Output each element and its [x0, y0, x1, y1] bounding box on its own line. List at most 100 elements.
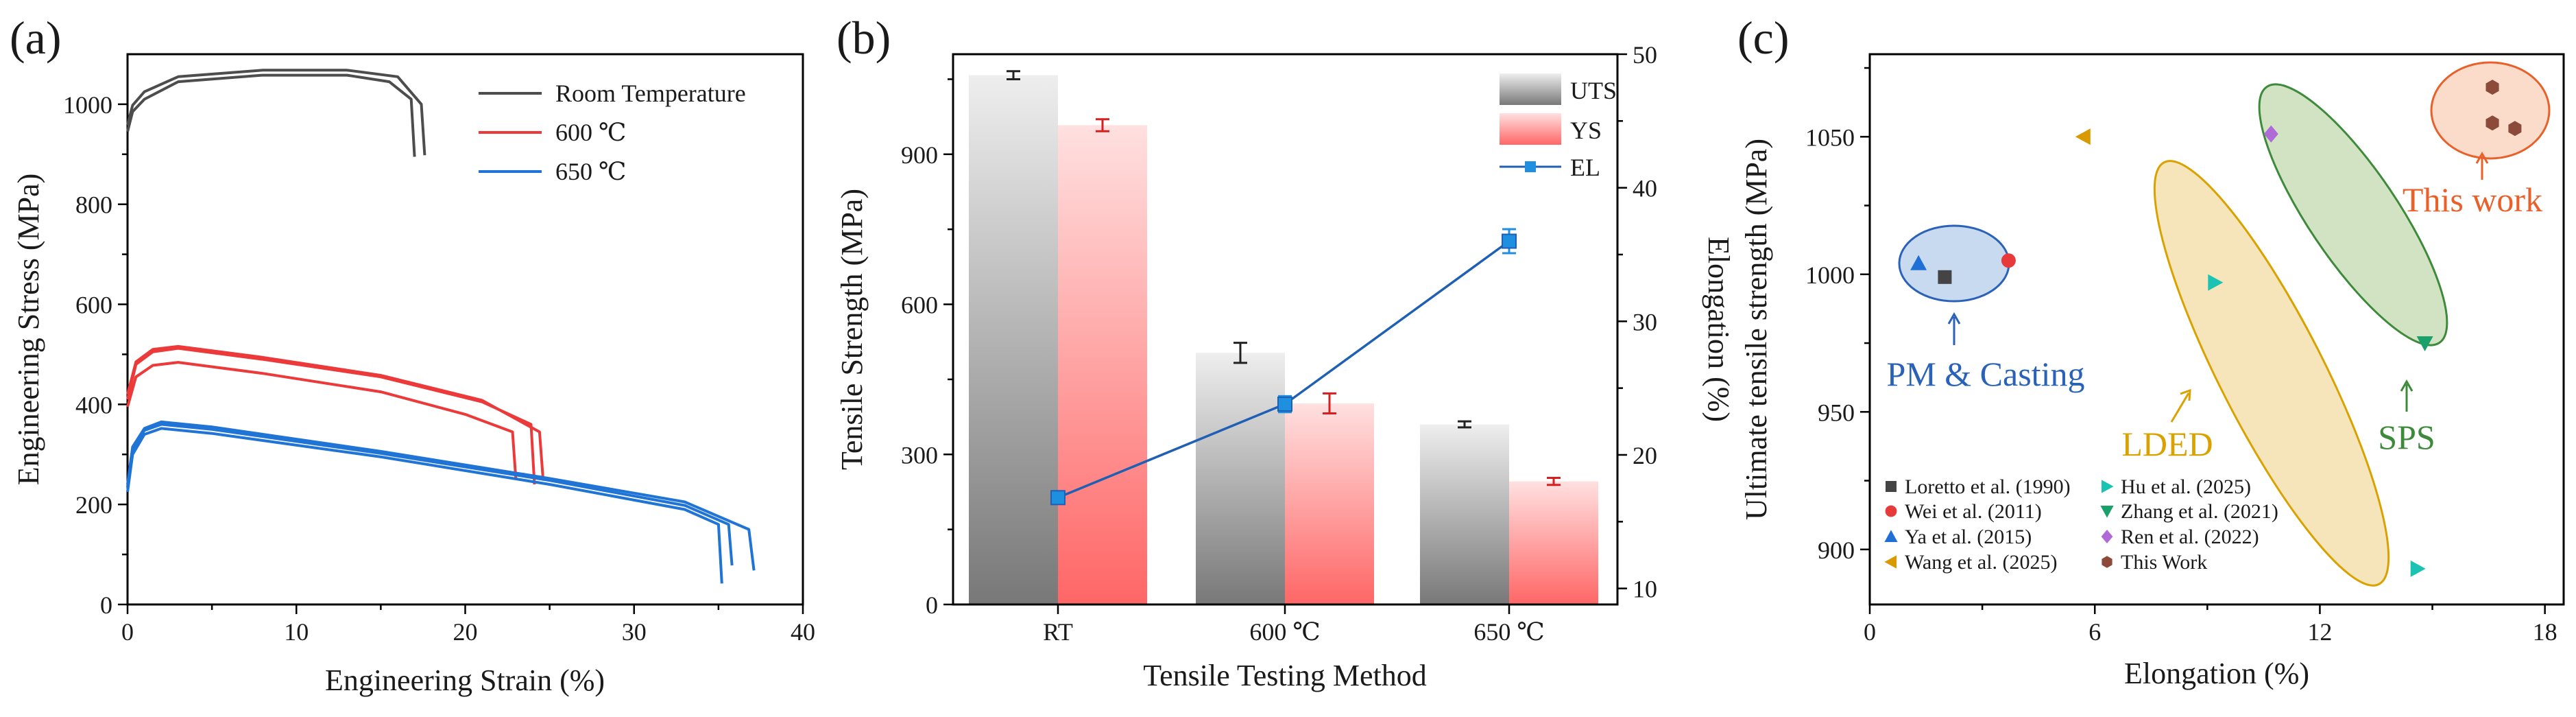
- legend-marker: [2100, 506, 2114, 518]
- x-tick-label: RT: [1043, 618, 1073, 646]
- legend-marker: [1886, 481, 1897, 492]
- data-point: [2410, 560, 2426, 577]
- y2-tick-label: 40: [1633, 175, 1657, 202]
- legend-label-room: Room Temperature: [555, 80, 746, 107]
- panel-b-label: (b): [836, 12, 891, 64]
- el-point: [1277, 397, 1292, 412]
- stress-strain-curve: [126, 361, 518, 480]
- group-ellipse-sps: [2258, 83, 2448, 346]
- y-tick-label: 0: [926, 591, 938, 619]
- y-tick-label: 200: [75, 491, 112, 519]
- stress-strain-curve: [126, 427, 723, 584]
- panel-a-label: (a): [10, 12, 61, 64]
- panel-c: (c) 0 6 12 18 900 950 1000 1050 Elongation (%)…: [1737, 12, 2565, 690]
- panel-b-y2label: Elongation (%): [1702, 237, 1735, 422]
- uts-bar: [1420, 424, 1509, 604]
- y-tick-label: 600: [75, 292, 112, 319]
- legend-marker: [2102, 480, 2114, 493]
- x-tick-label: 12: [2307, 618, 2332, 646]
- legend-label: Loretto et al. (1990): [1905, 475, 2071, 498]
- x-tick-label: 20: [453, 618, 478, 646]
- y2-tick-label: 20: [1633, 442, 1657, 469]
- stress-strain-curve: [126, 420, 756, 571]
- legend-label: Wei et al. (2011): [1905, 500, 2042, 523]
- x-tick-label: 0: [121, 618, 134, 646]
- legend-marker: [2102, 556, 2112, 568]
- y-tick-label: 400: [75, 391, 112, 419]
- x-tick-label: 6: [2089, 618, 2101, 646]
- x-tick-label: 650 ℃: [1473, 618, 1544, 646]
- y2-tick-label: 50: [1633, 41, 1657, 69]
- data-point: [2485, 80, 2499, 95]
- legend-marker: [1884, 555, 1897, 569]
- panel-c-frame: [1868, 53, 2565, 606]
- y-tick-label: 0: [100, 591, 112, 619]
- legend-marker: [1884, 530, 1898, 542]
- panel-a-xlabel: Engineering Strain (%): [325, 663, 605, 697]
- panel-a-ylabel: Engineering Stress (MPa): [12, 174, 45, 486]
- panel-c-xlabel: Elongation (%): [2124, 657, 2309, 690]
- ys-bar: [1509, 481, 1598, 604]
- legend-swatch-uts: [1500, 73, 1561, 105]
- panel-a: (a) 0 10 20 30 40 0 200 400 600 800 1000 Engineer…: [10, 12, 815, 697]
- y-tick-label: 800: [75, 191, 112, 219]
- y2-tick-label: 30: [1633, 308, 1657, 336]
- data-point: [1910, 255, 1927, 270]
- y-tick-label: 1050: [1805, 124, 1855, 151]
- panel-c-legend: Loretto et al. (1990)Wei et al. (2011) Ya…: [1884, 475, 2278, 574]
- ys-bar: [1058, 125, 1147, 605]
- legend-label-ys: YS: [1570, 117, 1602, 144]
- legend-label: Hu et al. (2025): [2121, 475, 2251, 498]
- el-point: [1050, 490, 1066, 506]
- y-tick-label: 600: [901, 292, 938, 319]
- panel-a-frame: [126, 53, 804, 606]
- legend-label: Ren et al. (2022): [2121, 526, 2259, 548]
- annotation-lded: LDED: [2121, 425, 2213, 463]
- y-tick-label: 900: [1818, 537, 1855, 564]
- x-tick-label: 18: [2533, 618, 2557, 646]
- legend-marker: [2101, 530, 2113, 543]
- legend-label: Zhang et al. (2021): [2121, 500, 2278, 523]
- x-tick-label: 40: [791, 618, 815, 646]
- data-point: [2001, 253, 2016, 268]
- uts-bar: [969, 75, 1058, 604]
- arrowhead-pm-casting: [1947, 312, 1961, 325]
- data-point: [1938, 270, 1952, 284]
- y-tick-label: 300: [901, 441, 938, 469]
- panel-b-legend: UTS YS EL: [1500, 73, 1617, 181]
- panel-c-label: (c): [1737, 12, 1789, 64]
- panel-c-ylabel: Ultimate tensile strength (MPa): [1740, 139, 1773, 520]
- legend-swatch-ys: [1500, 113, 1561, 145]
- arrowhead-this-work: [2475, 151, 2489, 164]
- legend-label: Ya et al. (2015): [1905, 526, 2032, 548]
- legend-label-el: EL: [1570, 154, 1600, 181]
- group-ellipse-this-work: [2430, 61, 2551, 160]
- data-point: [2263, 125, 2278, 143]
- x-tick-label: 600 ℃: [1249, 618, 1320, 646]
- legend-marker-el: [1525, 161, 1536, 172]
- legend-label-600: 600 ℃: [555, 119, 626, 146]
- x-tick-label: 0: [1864, 618, 1876, 646]
- stress-strain-curve: [126, 73, 416, 157]
- arrow-lded: [2170, 392, 2190, 423]
- annotation-this-work: This work: [2403, 180, 2542, 219]
- el-point: [1502, 233, 1517, 249]
- annotation-sps: SPS: [2378, 418, 2435, 456]
- data-point: [2208, 274, 2224, 291]
- y-tick-label: 1000: [1805, 261, 1855, 289]
- y2-tick-label: 10: [1633, 576, 1657, 603]
- legend-label: Wang et al. (2025): [1905, 551, 2058, 574]
- legend-marker: [1885, 505, 1897, 517]
- data-point: [2508, 121, 2522, 137]
- y-tick-label: 950: [1818, 399, 1855, 426]
- legend-label-uts: UTS: [1570, 77, 1617, 104]
- stress-strain-curve: [126, 344, 544, 478]
- panel-a-legend: Room Temperature 600 ℃ 650 ℃: [479, 80, 746, 185]
- annotation-pm-casting: PM & Casting: [1887, 355, 2085, 393]
- panel-b-xlabel: Tensile Testing Method: [1143, 659, 1426, 692]
- data-point: [2485, 115, 2499, 131]
- legend-label-650: 650 ℃: [555, 158, 626, 185]
- uts-bar: [1196, 353, 1285, 604]
- data-point: [2075, 128, 2091, 145]
